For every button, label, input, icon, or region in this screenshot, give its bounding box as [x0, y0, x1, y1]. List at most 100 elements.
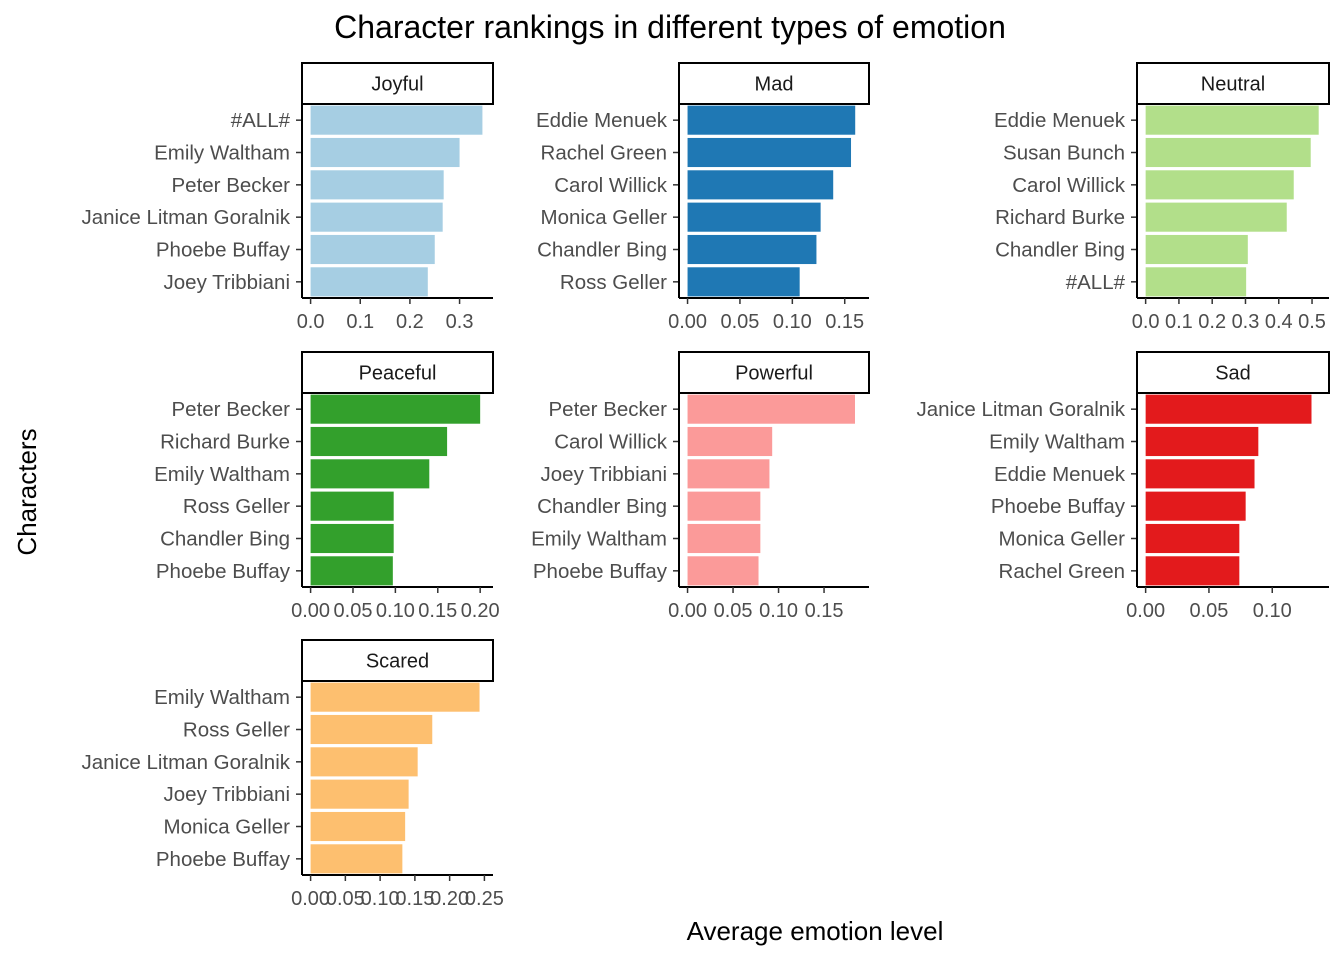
x-tick-label: 0.1 [1165, 311, 1193, 333]
x-tick-label: 0.10 [759, 600, 798, 622]
bar-emily-waltham [687, 523, 761, 554]
x-axis-title: Average emotion level [687, 916, 944, 946]
panel-powerful: Powerful Peter Becker Carol Willick Joey Tr… [531, 351, 870, 622]
category-label: Chandler Bing [995, 239, 1125, 262]
bar-eddie-menuek [687, 105, 856, 135]
bar-janice-litman-goralnik [1145, 394, 1312, 424]
bar-eddie-menuek [1145, 105, 1319, 135]
category-label: Phoebe Buffay [533, 560, 668, 583]
panel-joyful: Joyful #ALL# Emily Waltham Peter Becker Jani… [81, 62, 494, 333]
category-label: #ALL# [231, 109, 291, 132]
bar-monica-geller [687, 202, 821, 232]
category-label: Monica Geller [541, 206, 668, 229]
x-tick-label: 0.10 [361, 888, 400, 910]
bar-joey-tribbiani [310, 779, 409, 809]
x-tick-label: 0.20 [461, 600, 500, 622]
category-label: Peter Becker [549, 398, 668, 421]
x-tick-label: 0.05 [1189, 600, 1228, 622]
panel-mad: Mad Eddie Menuek Rachel Green Carol Willick… [536, 62, 870, 333]
strip-label: Powerful [735, 363, 813, 385]
x-tick-label: 0.10 [1253, 600, 1292, 622]
category-label: Peter Becker [172, 398, 291, 421]
bar-richard-burke [310, 426, 448, 457]
bar-susan-bunch [1145, 137, 1311, 168]
x-tick-label: 0.05 [720, 311, 759, 333]
bar-chandler-bing [687, 491, 761, 521]
strip-box [678, 351, 870, 394]
bar-phoebe-buffay [687, 556, 759, 586]
strip-box [301, 351, 494, 394]
bar-janice-litman-goralnik [310, 202, 443, 232]
bar-ross-geller [687, 267, 800, 297]
panel-sad: Sad Janice Litman Goralnik Emily Waltham Ed… [916, 351, 1330, 622]
category-label: Eddie Menuek [994, 109, 1126, 132]
category-label: Emily Waltham [154, 142, 290, 165]
bar-chandler-bing [1145, 234, 1248, 265]
x-tick-label: 0.00 [291, 600, 330, 622]
category-label: Emily Waltham [989, 431, 1125, 454]
bar-monica-geller [1145, 523, 1240, 554]
strip-label: Mad [755, 74, 794, 96]
x-tick-label: 0.00 [291, 888, 330, 910]
bar-peter-becker [310, 170, 444, 200]
x-tick-label: 0.00 [668, 600, 707, 622]
bar-janice-litman-goralnik [310, 747, 418, 777]
y-axis-title: Characters [12, 428, 42, 555]
category-label: Chandler Bing [160, 528, 290, 551]
chart-title: Character rankings in different types of… [334, 9, 1006, 45]
category-label: Chandler Bing [537, 239, 667, 262]
bar-emily-waltham [310, 137, 460, 168]
category-label: #ALL# [1066, 271, 1126, 294]
x-tick-label: 0.15 [418, 600, 457, 622]
bar-emily-waltham [1145, 426, 1259, 457]
x-tick-label: 0.15 [805, 600, 844, 622]
x-tick-label: 0.3 [446, 311, 474, 333]
bar-phoebe-buffay [310, 234, 435, 265]
x-tick-label: 0.4 [1265, 311, 1293, 333]
x-tick-label: 0.3 [1232, 311, 1260, 333]
category-label: Rachel Green [541, 142, 667, 165]
category-label: Carol Willick [554, 174, 668, 197]
category-label: Monica Geller [999, 528, 1126, 551]
strip-label: Joyful [371, 74, 423, 96]
x-tick-label: 0.05 [714, 600, 753, 622]
category-label: Rachel Green [999, 560, 1125, 583]
x-tick-label: 0.5 [1298, 311, 1326, 333]
strip-label: Sad [1215, 363, 1251, 385]
category-label: Richard Burke [160, 431, 290, 454]
strip-box [678, 62, 870, 105]
category-label: Susan Bunch [1003, 142, 1125, 165]
category-label: Phoebe Buffay [156, 239, 291, 262]
x-tick-label: 0.05 [334, 600, 373, 622]
category-label: Peter Becker [172, 174, 291, 197]
bar-peter-becker [687, 394, 855, 424]
bar-carol-willick [687, 426, 773, 457]
category-label: Phoebe Buffay [991, 495, 1126, 518]
bar-phoebe-buffay [310, 556, 393, 586]
x-tick-label: 0.10 [773, 311, 812, 333]
category-label: Carol Willick [1012, 174, 1126, 197]
bar-carol-willick [1145, 170, 1294, 200]
x-tick-label: 0.0 [1132, 311, 1160, 333]
category-label: Janice Litman Goralnik [81, 751, 290, 774]
bar-rachel-green [687, 137, 852, 168]
x-tick-label: 0.20 [430, 888, 469, 910]
x-tick-label: 0.15 [825, 311, 864, 333]
strip-box [1136, 351, 1330, 394]
facet-panels: Joyful #ALL# Emily Waltham Peter Becker Jani… [81, 62, 1330, 910]
x-tick-label: 0.2 [396, 311, 424, 333]
category-label: Eddie Menuek [536, 109, 668, 132]
category-label: Ross Geller [183, 495, 290, 518]
strip-box [301, 62, 494, 105]
bar-richard-burke [1145, 202, 1287, 232]
bar-monica-geller [310, 811, 406, 842]
category-label: Chandler Bing [537, 495, 667, 518]
x-tick-label: 0.0 [297, 311, 325, 333]
bar-emily-waltham [310, 682, 480, 712]
bar-carol-willick [687, 170, 834, 200]
bar-rachel-green [1145, 556, 1240, 586]
category-label: Joey Tribbiani [164, 783, 290, 806]
category-label: Phoebe Buffay [156, 848, 291, 871]
bar-phoebe-buffay [1145, 491, 1246, 521]
